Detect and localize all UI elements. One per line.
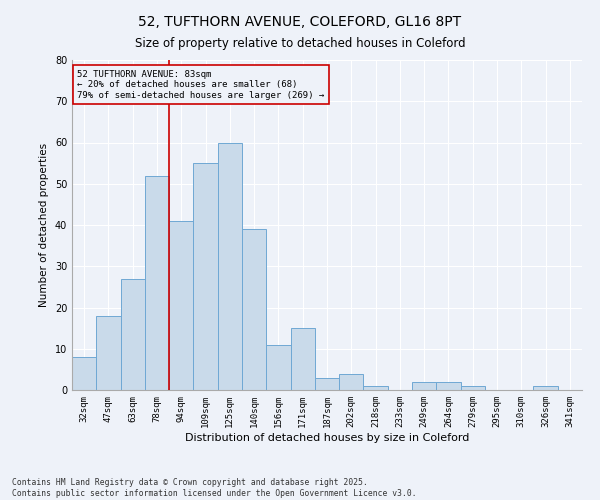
Bar xyxy=(315,378,339,390)
Bar xyxy=(533,386,558,390)
Text: 52 TUFTHORN AVENUE: 83sqm
← 20% of detached houses are smaller (68)
79% of semi-: 52 TUFTHORN AVENUE: 83sqm ← 20% of detac… xyxy=(77,70,325,100)
Bar xyxy=(412,382,436,390)
Bar xyxy=(96,316,121,390)
Bar xyxy=(121,278,145,390)
Bar xyxy=(193,163,218,390)
Bar xyxy=(266,344,290,390)
Bar xyxy=(242,229,266,390)
Bar xyxy=(290,328,315,390)
Bar xyxy=(364,386,388,390)
Bar xyxy=(72,357,96,390)
Text: 52, TUFTHORN AVENUE, COLEFORD, GL16 8PT: 52, TUFTHORN AVENUE, COLEFORD, GL16 8PT xyxy=(139,15,461,29)
Bar xyxy=(436,382,461,390)
Bar xyxy=(461,386,485,390)
Bar xyxy=(218,142,242,390)
Bar xyxy=(169,221,193,390)
X-axis label: Distribution of detached houses by size in Coleford: Distribution of detached houses by size … xyxy=(185,432,469,442)
Y-axis label: Number of detached properties: Number of detached properties xyxy=(39,143,49,307)
Bar xyxy=(145,176,169,390)
Bar xyxy=(339,374,364,390)
Text: Contains HM Land Registry data © Crown copyright and database right 2025.
Contai: Contains HM Land Registry data © Crown c… xyxy=(12,478,416,498)
Text: Size of property relative to detached houses in Coleford: Size of property relative to detached ho… xyxy=(134,38,466,51)
